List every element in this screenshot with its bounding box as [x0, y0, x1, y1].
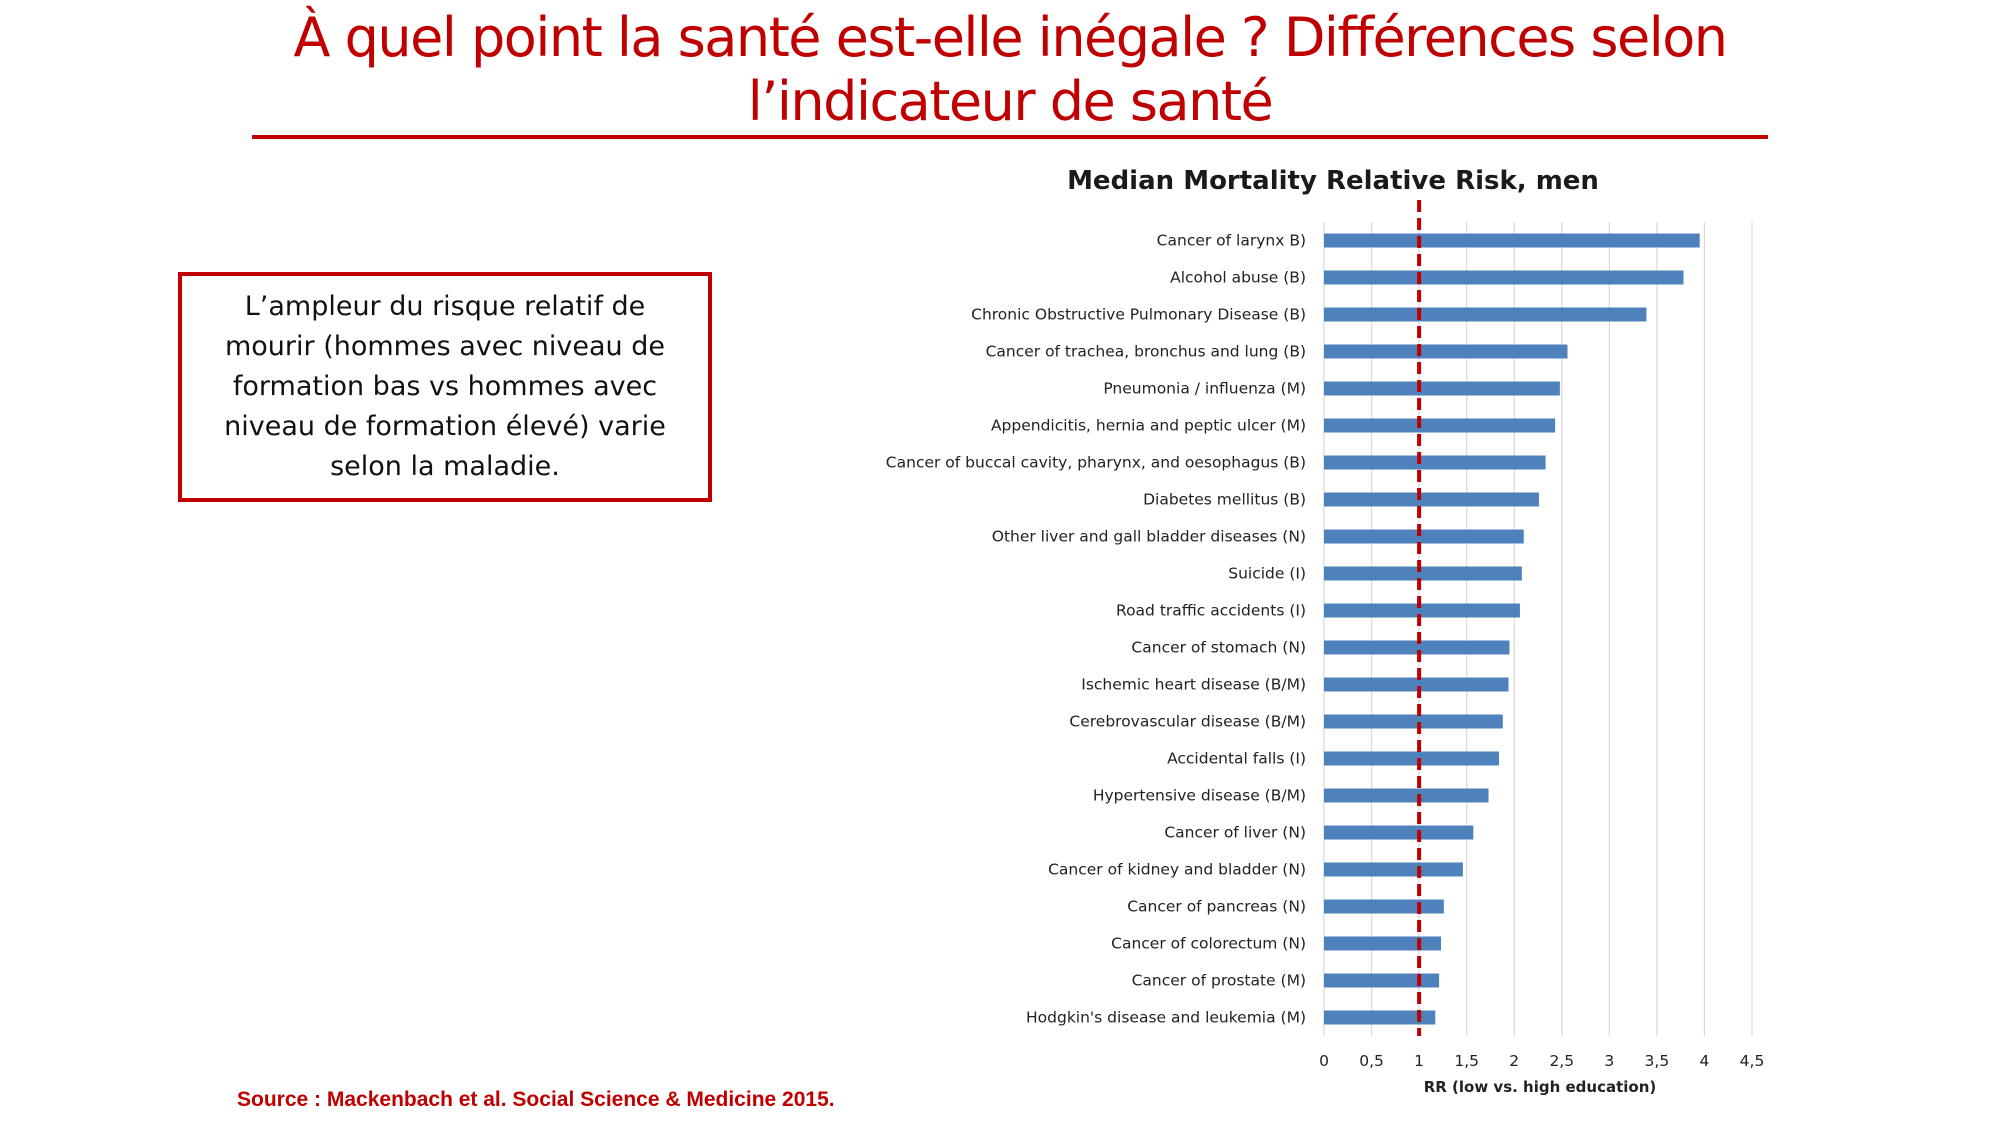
- category-label: Cancer of prostate (M): [1132, 972, 1306, 990]
- category-label: Chronic Obstructive Pulmonary Disease (B…: [971, 306, 1306, 324]
- x-tick-label: 2: [1509, 1052, 1519, 1070]
- bar: [1324, 788, 1489, 803]
- category-label: Other liver and gall bladder diseases (N…: [992, 528, 1306, 546]
- category-label: Cerebrovascular disease (B/M): [1069, 713, 1306, 731]
- x-tick-label: 0,5: [1359, 1052, 1384, 1070]
- x-tick-label: 1: [1414, 1052, 1424, 1070]
- category-label: Appendicitis, hernia and peptic ulcer (M…: [991, 417, 1306, 435]
- bar: [1324, 640, 1510, 655]
- category-label: Suicide (I): [1228, 565, 1306, 583]
- bar: [1324, 270, 1684, 285]
- category-label: Cancer of trachea, bronchus and lung (B): [986, 343, 1306, 361]
- grid-lines: [1323, 222, 1753, 1036]
- bar: [1324, 603, 1520, 618]
- bar: [1324, 825, 1474, 840]
- bar: [1324, 973, 1440, 988]
- category-label: Cancer of pancreas (N): [1127, 898, 1306, 916]
- callout-box: L’ampleur du risque relatif de mourir (h…: [178, 272, 712, 502]
- bar: [1324, 492, 1539, 507]
- category-label: Cancer of liver (N): [1164, 824, 1306, 842]
- category-label: Hodgkin's disease and leukemia (M): [1026, 1009, 1306, 1027]
- category-label: Cancer of buccal cavity, pharynx, and oe…: [886, 454, 1306, 472]
- x-tick-label: 4: [1700, 1052, 1710, 1070]
- x-tick-labels: 0 0,5 1 1,5 2 2,5 3 3,5 4 4,5: [1319, 1052, 1764, 1070]
- category-label: Cancer of stomach (N): [1131, 639, 1306, 657]
- slide-title-line-1: À quel point la santé est-elle inégale ?…: [293, 6, 1728, 69]
- slide-title-line-2: l’indicateur de santé: [747, 70, 1274, 133]
- x-tick-label: 3,5: [1645, 1052, 1670, 1070]
- category-label: Hypertensive disease (B/M): [1093, 787, 1306, 805]
- x-tick-label: 0: [1319, 1052, 1329, 1070]
- category-label: Cancer of larynx B): [1157, 232, 1306, 250]
- x-tick-label: 3: [1604, 1052, 1614, 1070]
- bar: [1324, 418, 1556, 433]
- bar: [1324, 936, 1441, 951]
- bar: [1324, 307, 1647, 322]
- category-label: Cancer of colorectum (N): [1111, 935, 1306, 953]
- category-label: Alcohol abuse (B): [1170, 269, 1306, 287]
- bar: [1324, 233, 1700, 248]
- x-tick-label: 2,5: [1549, 1052, 1574, 1070]
- source-citation: Source : Mackenbach et al. Social Scienc…: [237, 1088, 835, 1111]
- bar: [1324, 1010, 1436, 1025]
- bar: [1324, 751, 1500, 766]
- bar: [1324, 714, 1503, 729]
- bar: [1324, 677, 1509, 692]
- bar: [1324, 344, 1568, 359]
- category-label: Road traffic accidents (I): [1116, 602, 1306, 620]
- category-label: Pneumonia / influenza (M): [1103, 380, 1306, 398]
- bar: [1324, 566, 1522, 581]
- x-tick-label: 1,5: [1454, 1052, 1479, 1070]
- bar: [1324, 381, 1560, 396]
- category-label: Cancer of kidney and bladder (N): [1048, 861, 1306, 879]
- category-label: Diabetes mellitus (B): [1143, 491, 1306, 509]
- bar: [1324, 455, 1546, 470]
- bars: [1324, 233, 1700, 1025]
- category-label: Ischemic heart disease (B/M): [1081, 676, 1306, 694]
- category-labels: Cancer of larynx B) Alcohol abuse (B) Chro…: [886, 232, 1306, 1027]
- bar: [1324, 899, 1444, 914]
- x-tick-label: 4,5: [1740, 1052, 1765, 1070]
- callout-text: L’ampleur du risque relatif de mourir (h…: [224, 291, 666, 482]
- slide-title: À quel point la santé est-elle inégale ?…: [250, 6, 1770, 134]
- bar: [1324, 529, 1524, 544]
- chart-title: Median Mortality Relative Risk, men: [1067, 166, 1599, 196]
- category-label: Accidental falls (I): [1167, 750, 1306, 768]
- bar: [1324, 862, 1463, 877]
- title-underline: [252, 135, 1768, 139]
- x-axis-title: RR (low vs. high education): [1424, 1078, 1657, 1096]
